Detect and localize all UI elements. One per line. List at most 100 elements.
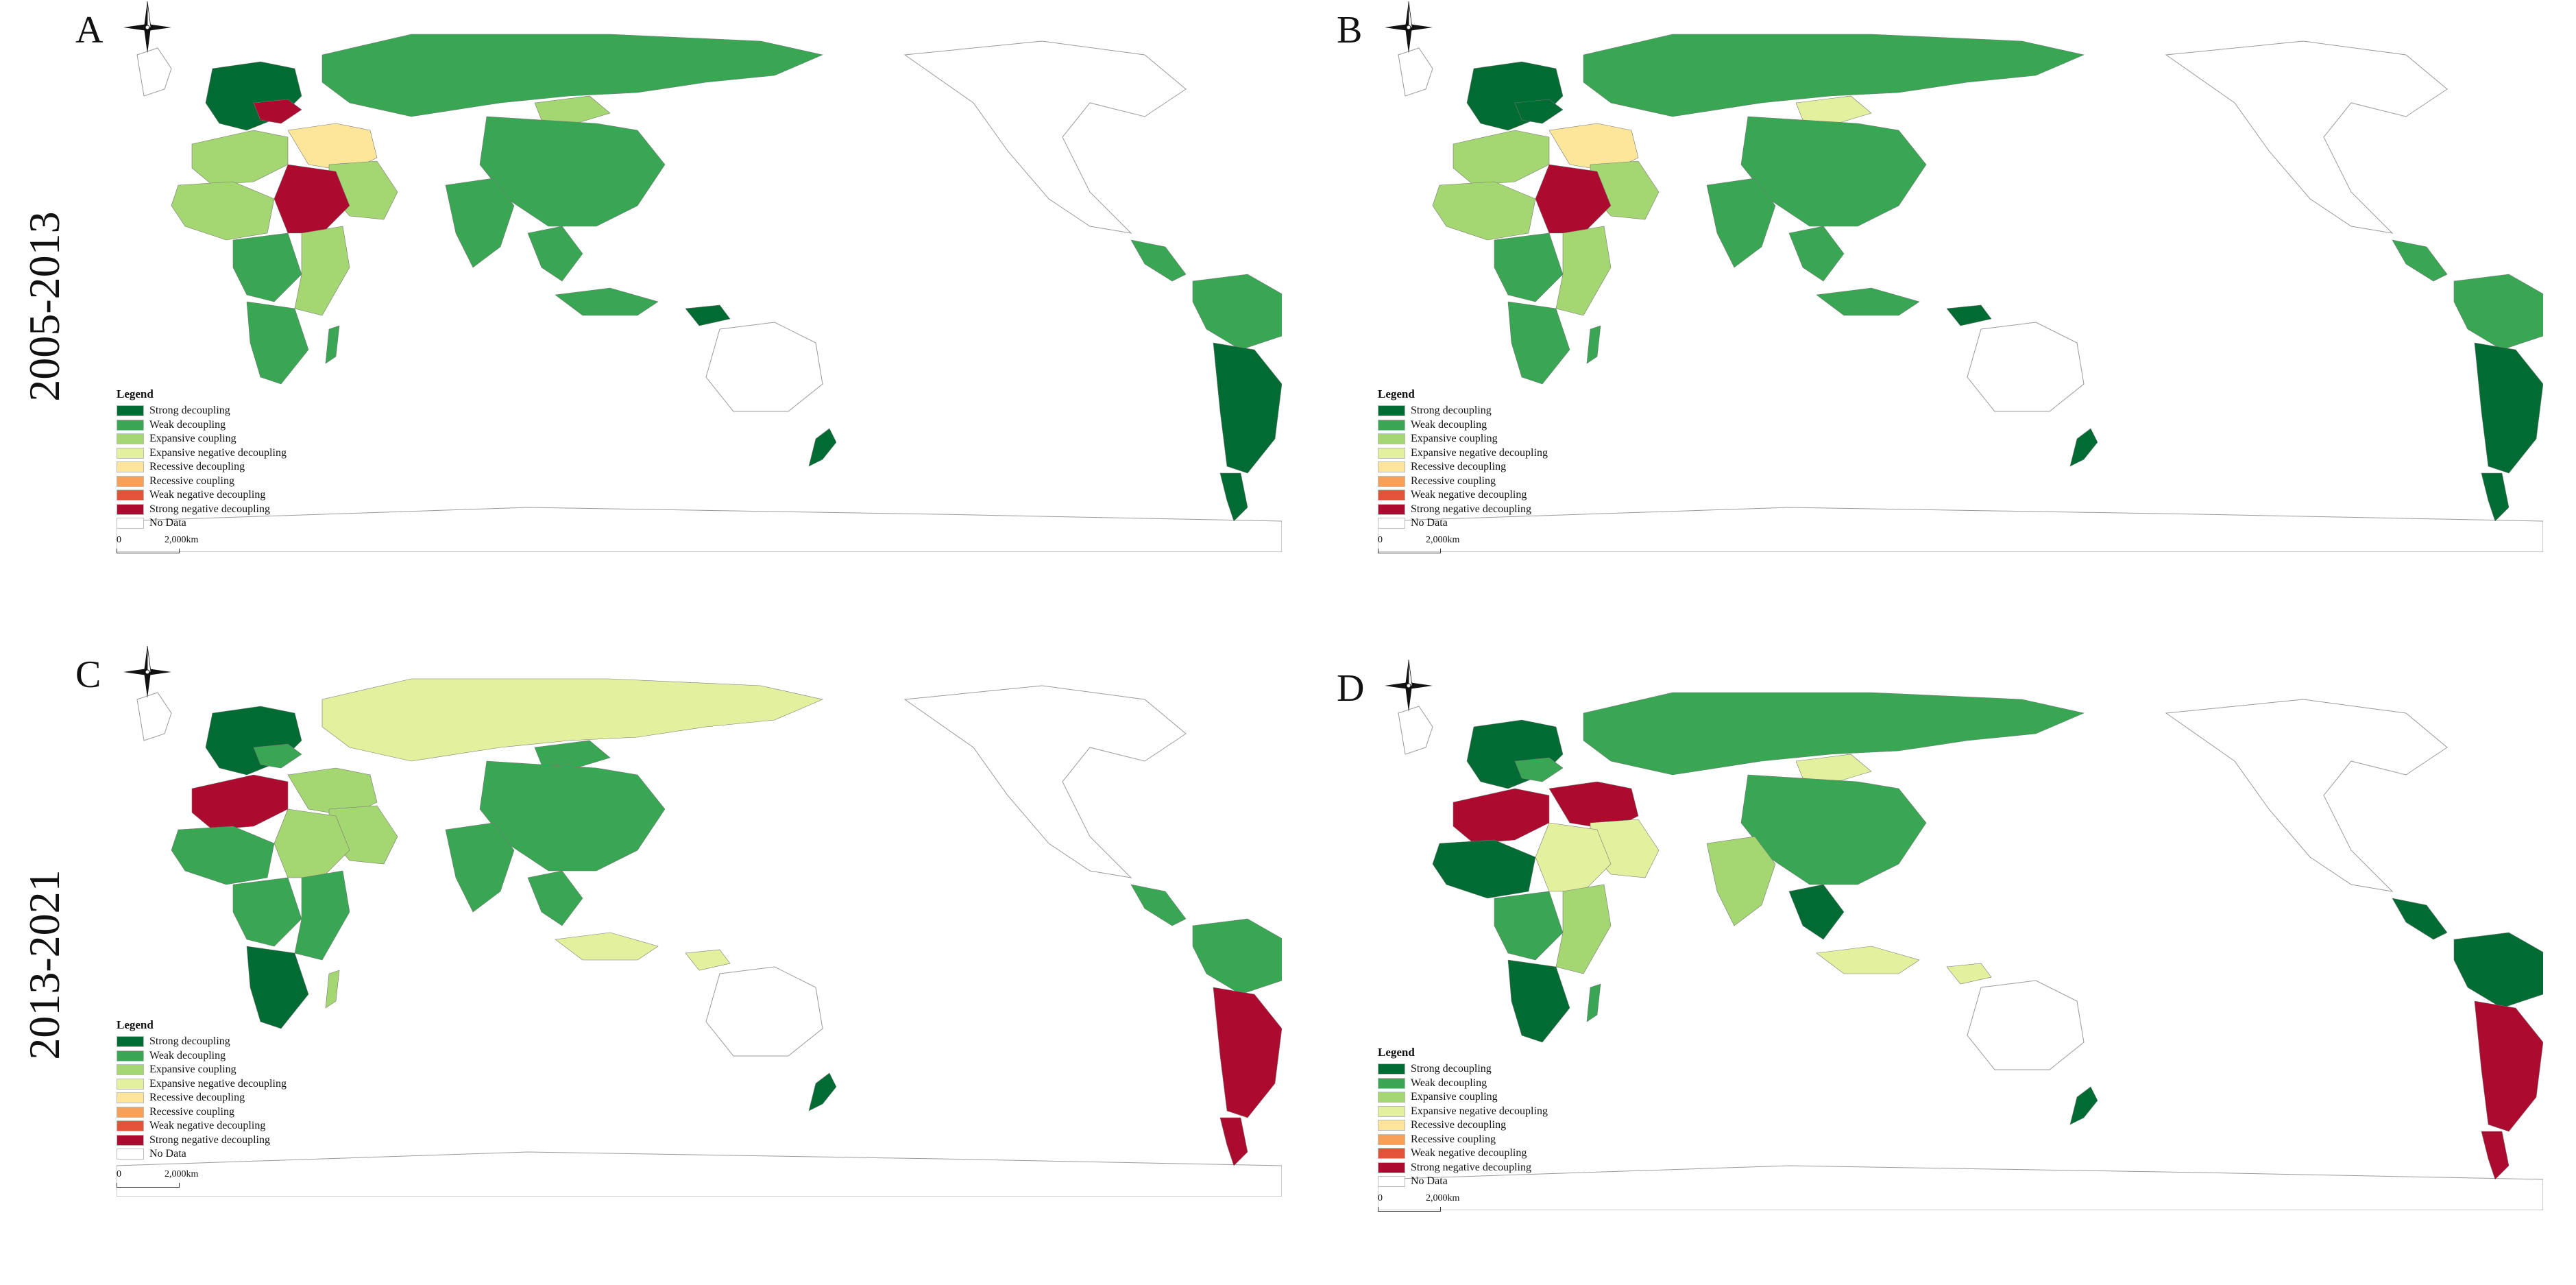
- no-data-landmass: [136, 692, 172, 741]
- map-legend: Legend Strong decoupling Weak decoupling Ex…: [117, 387, 287, 531]
- region-madagascar: [325, 970, 340, 1009]
- scale-line: [117, 1183, 180, 1188]
- no-data-landmass: [1398, 706, 1433, 755]
- legend-label: Recessive decoupling: [149, 461, 245, 473]
- map-panel-a: A Legend Strong decoupling Weak decoupling E…: [75, 1, 1282, 553]
- legend-swatch: [1378, 1148, 1405, 1160]
- legend-item: Expansive negative decoupling: [1378, 446, 1548, 461]
- region-india: [445, 178, 515, 268]
- region-centralAfrica: [232, 232, 302, 302]
- no-data-landmass: [117, 507, 1282, 552]
- map-legend: Legend Strong decoupling Weak decoupling Ex…: [1378, 387, 1548, 531]
- region-mideast: [1548, 123, 1639, 172]
- legend-swatch: [117, 490, 144, 501]
- legend-label: Weak negative decoupling: [1411, 489, 1527, 501]
- legend-swatch: [1378, 1064, 1405, 1075]
- legend-swatch: [1378, 1105, 1405, 1117]
- region-madagascar: [325, 325, 340, 364]
- legend-title: Legend: [117, 1018, 154, 1031]
- legend-item: No Data: [1378, 1175, 1548, 1189]
- legend-swatch: [117, 503, 144, 515]
- region-india: [1706, 836, 1776, 926]
- region-png: [685, 949, 731, 971]
- no-data-landmass: [2165, 40, 2448, 234]
- scale-label: 2,000km: [1426, 535, 1460, 545]
- legend-swatch: [1378, 503, 1405, 515]
- region-sAmericaN: [2453, 274, 2543, 350]
- legend-item: Expansive negative decoupling: [1378, 1105, 1548, 1119]
- legend-swatch: [1378, 1176, 1405, 1188]
- region-eastEu: [253, 99, 302, 124]
- legend-label: Strong negative decoupling: [1411, 1161, 1531, 1173]
- legend-label: Expansive negative decoupling: [1411, 1105, 1548, 1117]
- legend-label: Expansive coupling: [149, 433, 236, 445]
- region-indo: [1816, 946, 1920, 974]
- north-arrow-compass-icon: [1385, 659, 1433, 712]
- legend-label: Weak decoupling: [149, 418, 226, 431]
- region-sAmericaN: [1192, 918, 1282, 995]
- scale-label: 2,000km: [165, 1169, 199, 1179]
- legend-label: Weak decoupling: [1411, 1077, 1487, 1089]
- region-australiaNZ: [808, 1072, 837, 1112]
- legend-swatch: [117, 1120, 144, 1132]
- legend-label: Recessive coupling: [149, 475, 234, 487]
- legend-label: Recessive coupling: [1411, 475, 1496, 487]
- legend-label: Recessive coupling: [149, 1105, 234, 1118]
- region-eastAfrica: [294, 226, 350, 316]
- legend-label: Expansive negative decoupling: [149, 1077, 287, 1090]
- region-png: [1946, 304, 1992, 326]
- region-australiaNZ: [808, 428, 837, 467]
- region-patagonia: [2481, 1131, 2510, 1180]
- legend-label: Weak negative decoupling: [149, 489, 266, 501]
- region-eastAfrica: [294, 870, 350, 961]
- legend-swatch: [117, 1106, 144, 1118]
- region-sAmericaN: [1192, 274, 1282, 350]
- region-russia: [321, 678, 823, 762]
- legend-item: Recessive decoupling: [1378, 1118, 1548, 1133]
- legend-label: Weak negative decoupling: [1411, 1147, 1527, 1160]
- no-data-landmass: [1398, 47, 1433, 97]
- region-seAsia: [527, 226, 583, 282]
- region-centralAfrica: [1494, 232, 1564, 302]
- region-sAmericaN: [2453, 932, 2543, 1009]
- scale-line: [1378, 549, 1441, 553]
- legend-swatch: [117, 1134, 144, 1146]
- legend-swatch: [1378, 1077, 1405, 1089]
- region-mideast: [287, 123, 378, 172]
- legend-label: Strong decoupling: [1411, 1063, 1492, 1075]
- legend-label: No Data: [149, 517, 186, 529]
- scale-zero: 0: [117, 1169, 121, 1179]
- legend-swatch: [1378, 518, 1405, 529]
- legend-swatch: [1378, 475, 1405, 487]
- scale-zero: 0: [117, 535, 121, 545]
- region-europe: [1466, 61, 1564, 131]
- legend-swatch: [1378, 1162, 1405, 1173]
- legend-label: Recessive decoupling: [149, 1092, 245, 1104]
- legend-swatch: [1378, 419, 1405, 431]
- legend-label: Strong decoupling: [149, 1035, 230, 1048]
- legend-item: Expansive coupling: [1378, 432, 1548, 446]
- north-arrow-compass-icon: [1385, 1, 1433, 53]
- legend-swatch: [117, 433, 144, 445]
- legend-swatch: [117, 1036, 144, 1048]
- legend-item: Recessive coupling: [117, 475, 287, 489]
- row-label-2013-2021: 2013-2021: [20, 869, 69, 1060]
- region-indo: [1816, 287, 1920, 316]
- legend-item: Weak negative decoupling: [1378, 1146, 1548, 1161]
- legend-item: Recessive coupling: [1378, 1133, 1548, 1147]
- legend-item: Expansive negative decoupling: [117, 446, 287, 461]
- world-map: [1378, 692, 2543, 1210]
- legend-label: Strong negative decoupling: [149, 1133, 270, 1146]
- no-data-landmass: [117, 1151, 1282, 1197]
- legend-swatch: [117, 1078, 144, 1090]
- legend-swatch: [1378, 490, 1405, 501]
- region-westAfrica: [171, 181, 275, 241]
- legend-swatch: [1378, 1092, 1405, 1103]
- legend-title: Legend: [1378, 1046, 1415, 1059]
- legend-label: Weak decoupling: [1411, 418, 1487, 431]
- legend-swatch: [1378, 1133, 1405, 1145]
- no-data-landmass: [903, 40, 1187, 234]
- panel-label: C: [75, 653, 101, 696]
- region-nAfrica: [191, 130, 289, 186]
- map-panel-c: C Legend Strong decoupling Weak decoupling E…: [75, 645, 1282, 1197]
